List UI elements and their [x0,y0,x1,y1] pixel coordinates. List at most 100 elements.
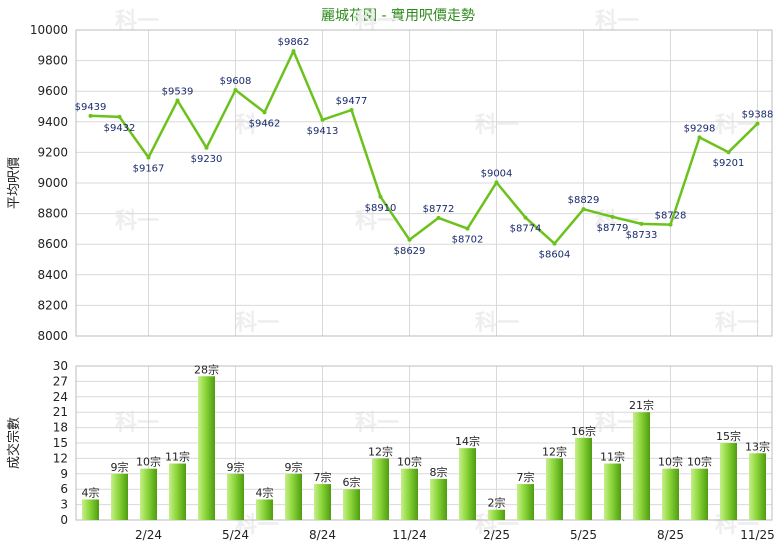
transaction-bar-label: 11宗 [600,450,625,464]
svg-text:科一: 科一 [595,411,639,436]
line-chart-y-axis-label: 平均呎價 [7,157,22,209]
transaction-bar [314,484,331,520]
price-point-label: $8728 [655,211,687,222]
price-point [639,221,644,226]
x-axis-tick-label: 11/25 [740,528,775,542]
transaction-bar [285,473,302,520]
price-point-label: $8702 [452,235,484,246]
bar-chart-y-tick-label: 30 [53,359,68,373]
transaction-bar [82,499,99,520]
price-point-label: $9608 [220,76,252,87]
transaction-bar-label: 10宗 [658,455,683,469]
transaction-bar-label: 6宗 [343,475,361,489]
price-point [465,226,470,231]
transaction-bar-label: 9宗 [285,460,303,474]
price-point-label: $8829 [568,195,600,206]
transaction-bar [604,463,621,520]
price-point [407,237,412,242]
price-point [581,207,586,212]
price-point-label: $9413 [307,126,339,137]
bar-chart-y-tick-label: 3 [60,498,68,512]
transaction-bar [662,468,679,520]
transaction-bar [575,437,592,520]
price-point [436,215,441,220]
price-point-label: $8779 [597,223,629,234]
transaction-bar [256,499,273,520]
bar-chart-y-axis-label: 成交宗數 [6,417,22,469]
price-line-chart: 8000 8200 8400 8600 8800 9000 9200 9400 9600 9800… [7,23,773,343]
price-point-label: $9230 [191,154,223,165]
price-point [552,241,557,246]
transaction-bar [691,468,708,520]
bar-chart-y-tick-label: 18 [53,421,68,435]
transaction-bar [517,484,534,520]
price-point [668,222,673,227]
transaction-bar-label: 11宗 [165,450,190,464]
price-point [146,155,151,160]
bar-chart-y-tick-label: 12 [53,451,68,465]
price-point [204,145,209,150]
line-chart-y-tick-label: 9600 [37,84,68,98]
x-axis-tick-label: 5/24 [222,528,249,542]
price-point [262,110,267,115]
transaction-bar-label: 9宗 [111,460,129,474]
x-axis-tick-label: 5/25 [570,528,597,542]
line-chart-y-tick-label: 8600 [37,237,68,251]
transaction-bar [169,463,186,520]
price-point-label: $9201 [713,158,745,169]
x-axis-tick-label: 8/25 [657,528,684,542]
price-point [523,215,528,220]
price-point [697,135,702,140]
chart-title: 麗城花園 - 實用呎價走勢 [321,7,475,24]
bar-chart-y-tick-label: 9 [60,467,68,481]
price-point-label: $9539 [162,87,194,98]
transaction-bar [749,453,766,520]
transaction-bar [227,473,244,520]
price-point [755,121,760,126]
price-point-label: $8772 [423,204,455,215]
transaction-bar [430,478,447,520]
svg-text:科一: 科一 [235,113,279,138]
price-point [610,214,615,219]
svg-text:科一: 科一 [475,311,519,336]
transaction-bar [488,509,505,520]
transaction-bar-label: 8宗 [430,465,448,479]
price-point-label: $8604 [539,250,571,261]
bar-chart-y-tick-label: 6 [60,482,68,496]
transaction-bar-label: 15宗 [716,429,741,443]
transaction-bar-label: 4宗 [256,485,274,499]
line-chart-y-tick-label: 9800 [37,54,68,68]
bar-chart-y-tick-label: 0 [60,513,68,527]
line-chart-y-tick-label: 9400 [37,115,68,129]
transaction-bar [111,473,128,520]
transaction-bar [140,468,157,520]
transaction-bar [459,448,476,520]
transaction-bar-label: 10宗 [136,455,161,469]
line-chart-y-tick-label: 9200 [37,145,68,159]
price-point [233,87,238,92]
transaction-bar-label: 16宗 [571,424,596,438]
transaction-bar-label: 12宗 [542,444,567,458]
transaction-bar [343,489,360,520]
price-point-label: $9167 [133,163,165,174]
line-chart-y-tick-label: 8400 [37,268,68,282]
svg-text:科一: 科一 [235,311,279,336]
transaction-bar-label: 28宗 [194,362,219,376]
price-point-label: $9462 [249,118,281,129]
transaction-bar-label: 21宗 [629,398,654,412]
svg-text:科一: 科一 [715,311,759,336]
x-axis-tick-label: 2/24 [135,528,162,542]
bar-chart-y-tick-label: 27 [53,374,68,388]
line-chart-y-tick-label: 8200 [37,298,68,312]
line-chart-plot-area [75,29,773,337]
line-chart-y-tick-label: 8800 [37,207,68,221]
transaction-bar [401,468,418,520]
price-point [291,49,296,54]
transaction-bar-label: 12宗 [368,444,393,458]
bar-chart-y-tick-label: 15 [53,436,68,450]
price-point-label: $9439 [75,102,107,113]
transaction-bar-label: 10宗 [687,455,712,469]
line-chart-y-tick-label: 8000 [37,329,68,343]
price-point-label: $9004 [481,168,513,179]
